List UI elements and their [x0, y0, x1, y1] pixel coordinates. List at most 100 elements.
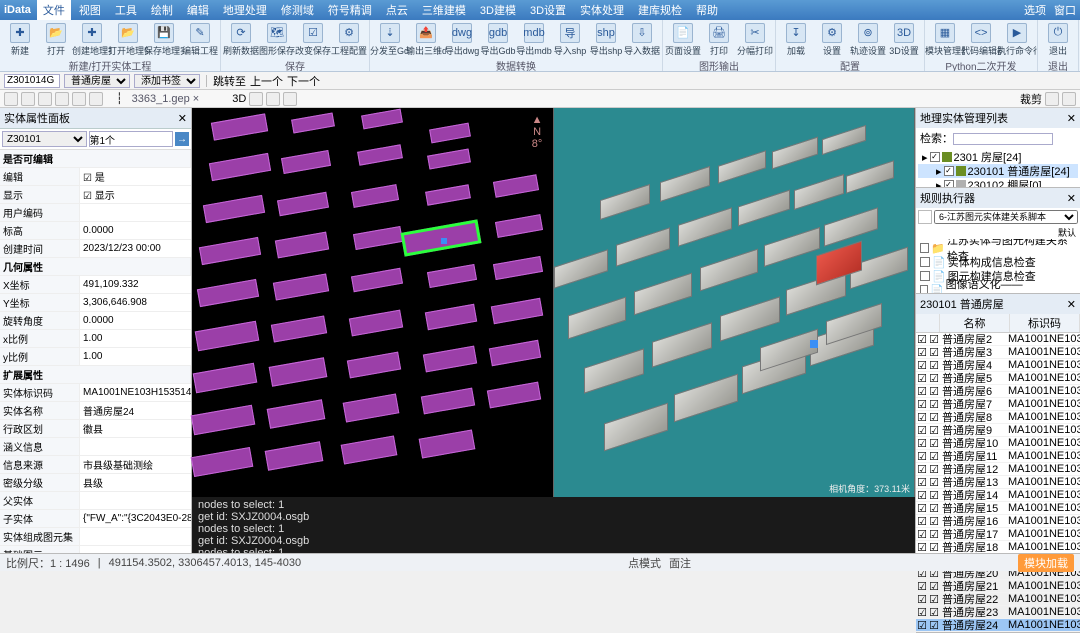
building-footprint[interactable] — [493, 256, 543, 280]
building-footprint[interactable] — [425, 184, 471, 205]
tool-btn[interactable] — [1062, 92, 1076, 106]
building-footprint[interactable] — [271, 315, 327, 342]
ribbon-button[interactable]: dwg导出dwg — [445, 23, 479, 57]
building-footprint[interactable] — [421, 388, 475, 415]
ribbon-button[interactable]: ⇣分发至Gdb — [373, 23, 407, 57]
viewport-3d[interactable]: 相机角度：373.11米 — [554, 108, 916, 497]
property-row[interactable]: 编辑是 — [0, 168, 191, 186]
building-3d[interactable] — [554, 249, 608, 289]
close-icon[interactable]: ✕ — [1067, 192, 1076, 205]
filter-input[interactable] — [89, 131, 174, 147]
tool-btn[interactable] — [1045, 92, 1059, 106]
menu-item[interactable]: 符号精调 — [322, 0, 378, 20]
rule-select[interactable]: 6-江苏图元实体建关系脚本 — [934, 210, 1078, 224]
building-3d[interactable] — [700, 249, 758, 292]
property-row[interactable]: 显示显示 — [0, 186, 191, 204]
tool-btn[interactable] — [918, 210, 932, 224]
building-footprint[interactable] — [487, 382, 541, 409]
menu-item[interactable]: 编辑 — [181, 0, 215, 20]
tool-btn[interactable] — [38, 92, 52, 106]
bookmark-select[interactable]: 添加书签 — [134, 74, 200, 88]
code-input[interactable] — [4, 74, 60, 88]
layer-select[interactable]: 普通房屋 — [64, 74, 130, 88]
ribbon-button[interactable]: 🗺图形保存 — [260, 23, 294, 57]
tool-btn[interactable] — [72, 92, 86, 106]
building-3d[interactable] — [738, 190, 790, 227]
building-footprint[interactable] — [419, 429, 476, 458]
building-footprint[interactable] — [277, 192, 329, 216]
building-footprint[interactable] — [425, 304, 477, 330]
building-footprint[interactable] — [275, 232, 329, 259]
menu-item[interactable]: 点云 — [380, 0, 414, 20]
ribbon-button[interactable]: 导导入shp — [553, 23, 587, 57]
menu-item[interactable]: 建库规检 — [632, 0, 688, 20]
ribbon-button[interactable]: 📤输出三维dxf — [409, 23, 443, 57]
building-3d[interactable] — [568, 297, 626, 340]
menu-item[interactable]: 修测域 — [275, 0, 320, 20]
building-3d[interactable] — [824, 207, 878, 247]
building-3d[interactable] — [794, 174, 844, 210]
building-footprint[interactable] — [353, 226, 403, 250]
tree-item[interactable]: ▸230102 棚屋[0] — [918, 178, 1078, 187]
next-btn[interactable]: 下一个 — [287, 73, 320, 89]
building-3d[interactable] — [822, 125, 866, 155]
property-row[interactable]: 实体名称普通房屋24 — [0, 402, 191, 420]
building-footprint[interactable] — [427, 264, 477, 288]
building-3d[interactable] — [674, 374, 738, 423]
entity-selector[interactable]: Z30101 — [2, 131, 87, 147]
tool-btn[interactable] — [55, 92, 69, 106]
building-footprint[interactable] — [211, 113, 268, 140]
menu-item[interactable]: 实体处理 — [574, 0, 630, 20]
viewport-2d[interactable]: ▲N 8° — [192, 108, 554, 497]
ribbon-button[interactable]: ⇩导入数据 — [625, 23, 659, 57]
ribbon-button[interactable]: ⟳刷新数据 — [224, 23, 258, 57]
building-footprint[interactable] — [267, 399, 326, 428]
building-footprint[interactable] — [423, 346, 477, 373]
ribbon-button[interactable]: ⚙工程配置 — [332, 23, 366, 57]
property-row[interactable]: 标高0.0000 — [0, 222, 191, 240]
menu-item[interactable]: 3D建模 — [474, 0, 522, 20]
ribbon-button[interactable]: 📂打开 — [39, 23, 73, 57]
prev-btn[interactable]: 上一个 — [250, 73, 283, 89]
ribbon-button[interactable]: ↧加载 — [779, 23, 813, 57]
close-icon[interactable]: ✕ — [1067, 112, 1076, 125]
close-icon[interactable]: ✕ — [1067, 298, 1076, 311]
search-input[interactable] — [953, 133, 1053, 145]
building-3d[interactable] — [720, 296, 780, 341]
menu-item[interactable]: 工具 — [109, 0, 143, 20]
property-row[interactable]: X坐标491,109.332 — [0, 276, 191, 294]
building-footprint[interactable] — [351, 268, 403, 292]
building-footprint[interactable] — [495, 214, 543, 238]
check-item[interactable]: 📁江苏实体与图元构建关系检查 — [918, 241, 1078, 255]
property-row[interactable]: x比例1.00 — [0, 330, 191, 348]
ribbon-button[interactable]: 💾保存地理实体工程 — [147, 23, 181, 57]
building-footprint[interactable] — [265, 441, 324, 470]
menu-item[interactable]: 地理处理 — [217, 0, 273, 20]
ribbon-button[interactable]: ✂分幅打印 — [738, 23, 772, 57]
building-footprint[interactable] — [343, 393, 400, 422]
menu-item[interactable]: 绘制 — [145, 0, 179, 20]
property-row[interactable]: y比例1.00 — [0, 348, 191, 366]
building-footprint[interactable] — [291, 112, 335, 133]
ribbon-button[interactable]: <>代码编辑器 — [964, 23, 998, 57]
property-row[interactable]: 子实体{"FW_A":"{3C2043E0-2897-… — [0, 510, 191, 528]
building-3d[interactable] — [616, 227, 670, 267]
building-footprint[interactable] — [361, 109, 403, 130]
building-3d[interactable] — [678, 207, 732, 247]
building-3d[interactable] — [634, 273, 692, 316]
building-3d[interactable] — [764, 227, 820, 267]
ribbon-button[interactable]: 📄页面设置 — [666, 23, 700, 57]
building-3d[interactable] — [600, 184, 650, 220]
building-footprint[interactable] — [193, 363, 258, 393]
building-footprint[interactable] — [191, 447, 254, 477]
building-footprint[interactable] — [493, 174, 539, 197]
window-link[interactable]: 窗口 — [1054, 2, 1076, 18]
ribbon-button[interactable]: gdb导出Gdb — [481, 23, 515, 57]
list-item[interactable]: ☑☑普通房屋24MA1001NE103H1535… — [916, 619, 1080, 632]
file-tab[interactable]: 3363_1.gep × — [132, 93, 200, 105]
building-footprint[interactable] — [197, 279, 259, 307]
tool-btn[interactable] — [21, 92, 35, 106]
property-row[interactable]: 信息来源市县级基础测绘 — [0, 456, 191, 474]
building-footprint[interactable] — [273, 273, 329, 300]
property-row[interactable]: 实体标识码MA1001NE103H15351422… — [0, 384, 191, 402]
